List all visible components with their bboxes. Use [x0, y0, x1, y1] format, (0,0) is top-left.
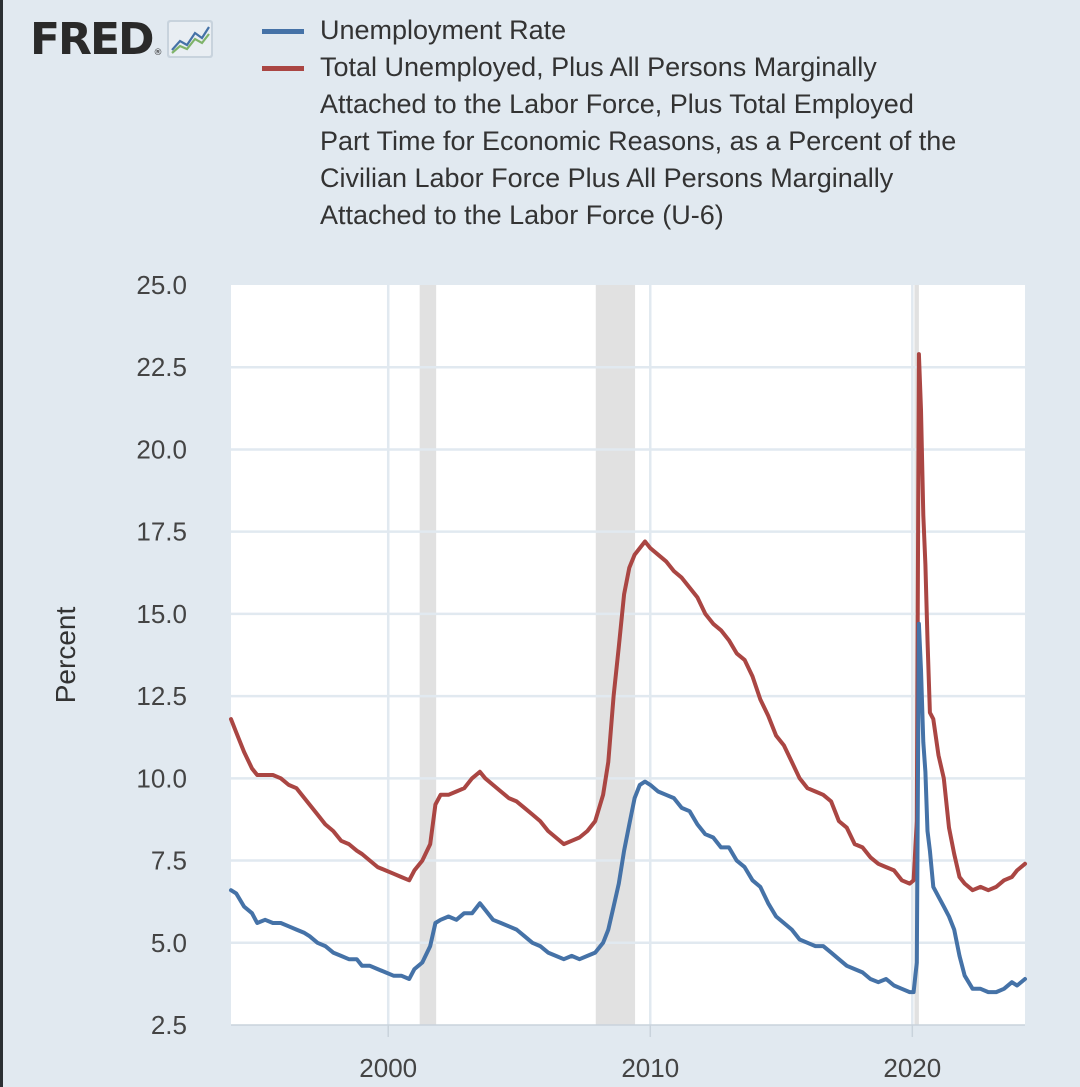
y-tick-label: 5.0 [151, 928, 187, 958]
legend-label-u6: Total Unemployed, Plus All Persons Margi… [320, 52, 957, 230]
series-line-unemployment-rate [229, 621, 1027, 995]
logo-text: FRED [30, 14, 155, 65]
fred-logo[interactable]: FRED ® [30, 12, 213, 68]
legend-swatch-red [262, 66, 304, 71]
y-tick-label: 20.0 [136, 434, 187, 464]
y-tick-label: 17.5 [136, 517, 187, 547]
y-tick-label: 25.0 [136, 270, 187, 300]
window-edge [0, 0, 3, 1087]
registered-mark: ® [153, 48, 163, 58]
y-tick-label: 10.0 [136, 763, 187, 793]
line-graph-icon [166, 20, 213, 62]
x-tick-label: 2000 [359, 1053, 417, 1083]
x-tick-label: 2020 [883, 1053, 941, 1083]
y-tick-label: 22.5 [136, 352, 187, 382]
recession-band-1 [595, 285, 636, 1025]
y-axis-label: Percent [50, 607, 81, 704]
y-tick-label: 15.0 [136, 599, 187, 629]
y-tick-label: 2.5 [151, 1010, 187, 1040]
legend: Unemployment Rate Total Unemployed, Plus… [262, 12, 982, 234]
y-tick-label: 7.5 [151, 846, 187, 876]
legend-item-unemployment-rate[interactable]: Unemployment Rate [262, 12, 982, 49]
legend-swatch-blue [262, 29, 304, 34]
legend-label-unemployment-rate: Unemployment Rate [320, 15, 567, 45]
series-line-u6 [229, 352, 1027, 893]
legend-item-u6[interactable]: Total Unemployed, Plus All Persons Margi… [262, 49, 982, 234]
x-tick-label: 2010 [621, 1053, 679, 1083]
y-tick-label: 12.5 [136, 681, 187, 711]
recession-band-0 [419, 285, 437, 1025]
